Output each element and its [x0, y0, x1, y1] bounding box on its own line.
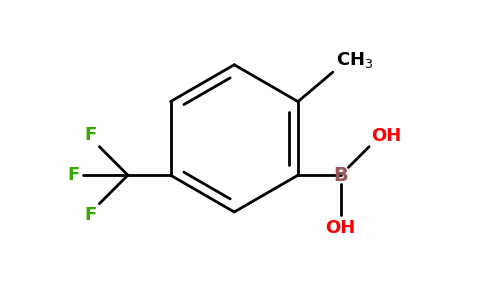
Text: OH: OH [326, 219, 356, 237]
Text: B: B [333, 166, 348, 185]
Text: OH: OH [371, 127, 402, 145]
Text: F: F [84, 206, 96, 224]
Text: F: F [84, 126, 96, 144]
Text: CH$_3$: CH$_3$ [336, 50, 373, 70]
Text: F: F [68, 166, 80, 184]
